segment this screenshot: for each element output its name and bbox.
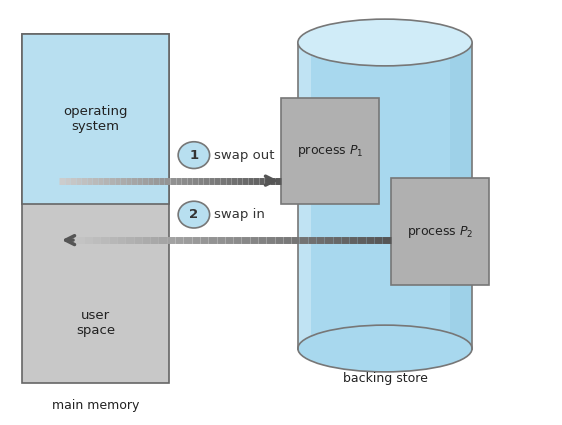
Text: process $P_1$: process $P_1$: [297, 143, 364, 159]
Bar: [281, 98, 379, 204]
Text: swap in: swap in: [214, 208, 265, 221]
Text: main memory: main memory: [52, 400, 139, 413]
Bar: [298, 42, 311, 348]
Text: swap out: swap out: [214, 149, 275, 162]
Text: 1: 1: [189, 149, 198, 162]
Text: process $P_2$: process $P_2$: [406, 224, 473, 240]
Bar: [22, 34, 169, 382]
Text: user
space: user space: [76, 309, 115, 337]
Ellipse shape: [298, 19, 472, 66]
Ellipse shape: [178, 201, 210, 228]
Bar: [391, 178, 489, 285]
Ellipse shape: [178, 142, 210, 168]
Bar: [450, 42, 472, 348]
Bar: [22, 34, 169, 204]
Bar: [298, 42, 472, 348]
Text: 2: 2: [189, 208, 198, 221]
Text: backing store: backing store: [342, 372, 428, 385]
Text: operating
system: operating system: [64, 105, 128, 133]
Ellipse shape: [298, 325, 472, 372]
